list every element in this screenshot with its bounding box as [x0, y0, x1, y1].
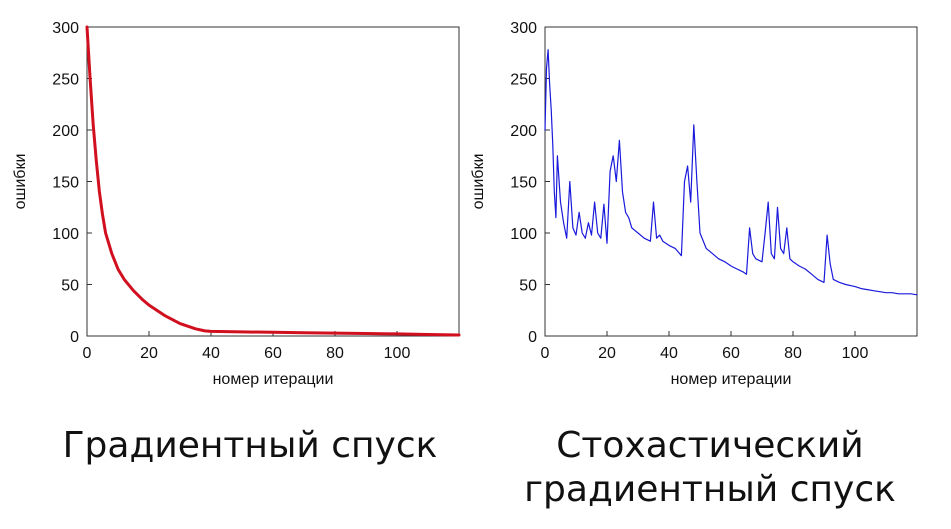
chart-2: 0 50 100 150 200 250 300 0 20 40 60 80 100 номер итер…: [470, 20, 918, 388]
caption-gradient-descent: Градиентный спуск: [40, 424, 460, 468]
y-tick-label: 150: [510, 175, 537, 192]
y-tick-label: 200: [52, 123, 79, 140]
y-axis-label: ошибки: [470, 154, 487, 210]
x-tick-label: 20: [598, 345, 616, 362]
x-tick-label: 100: [384, 345, 411, 362]
series-line-1-1: [85, 25, 461, 337]
x-tick-label: 40: [660, 345, 678, 362]
y-tick-label: 50: [61, 278, 79, 295]
caption-stochastic-line1: Стохастический: [556, 425, 864, 466]
y-tick-label: 250: [510, 72, 537, 89]
y-tick-label: 300: [52, 20, 79, 37]
y-tick-label: 100: [52, 226, 79, 243]
chart-1-frame: [86, 26, 460, 337]
y-tick-label: 0: [528, 329, 537, 346]
series-line-2-1: [544, 49, 918, 296]
x-tick-label: 60: [722, 345, 740, 362]
y-tick-label: 300: [510, 20, 537, 37]
x-tick-label: 80: [326, 345, 344, 362]
chart-1: 0 50 100 150 200 250 300 0 20 40 60 80 100 номер итер…: [12, 20, 461, 388]
x-tick-label: 20: [140, 345, 158, 362]
x-tick-label: 60: [264, 345, 282, 362]
y-tick-label: 0: [70, 329, 79, 346]
x-axis-label: номер итерации: [671, 371, 792, 388]
x-axis-label: номер итерации: [213, 371, 334, 388]
y-axis-label: ошибки: [12, 154, 29, 210]
x-tick-label: 0: [83, 345, 92, 362]
y-tick-label: 50: [519, 278, 537, 295]
x-tick-label: 100: [842, 345, 869, 362]
x-tick-label: 80: [784, 345, 802, 362]
y-tick-label: 100: [510, 226, 537, 243]
caption-gradient-descent-text: Градиентный спуск: [62, 425, 438, 466]
y-tick-label: 150: [52, 175, 79, 192]
x-tick-label: 40: [202, 345, 220, 362]
y-tick-label: 200: [510, 123, 537, 140]
caption-stochastic-gradient-descent: Стохастический градиентный спуск: [490, 424, 930, 512]
chart-2-frame: [544, 26, 918, 337]
caption-stochastic-line2: градиентный спуск: [524, 469, 896, 510]
x-tick-label: 0: [541, 345, 550, 362]
y-tick-label: 250: [52, 72, 79, 89]
